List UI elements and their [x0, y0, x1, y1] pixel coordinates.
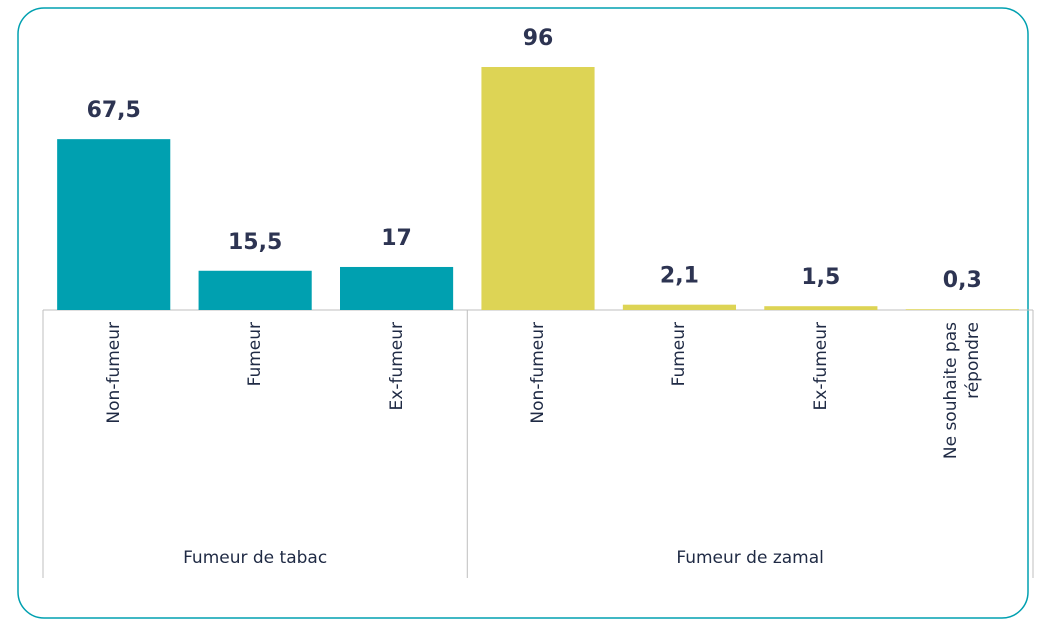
- value-label: 2,1: [660, 264, 699, 289]
- x-tick-label: Non-fumeur: [528, 322, 548, 424]
- bar: [622, 304, 736, 310]
- x-tick-label: Ex-fumeur: [810, 322, 831, 411]
- value-label: 0,3: [943, 268, 982, 293]
- bar: [764, 306, 878, 310]
- group-label: Fumeur de zamal: [676, 548, 824, 568]
- x-tick-label: Fumeur: [245, 322, 266, 387]
- group-label: Fumeur de tabac: [183, 548, 327, 568]
- x-tick-label: Non-fumeur: [103, 322, 124, 424]
- value-label: 15,5: [228, 230, 282, 255]
- x-tick-label: Ne souhaite pas répondre: [941, 322, 984, 460]
- bar: [905, 309, 1019, 310]
- bar: [481, 67, 595, 310]
- value-label: 96: [523, 26, 554, 51]
- x-tick-label: Ex-fumeur: [386, 322, 407, 411]
- value-label: 17: [381, 226, 412, 251]
- bar: [57, 139, 171, 310]
- x-tick-label: Fumeur: [669, 322, 690, 387]
- bar: [340, 266, 454, 310]
- bar: [198, 270, 312, 310]
- value-label: 1,5: [801, 265, 840, 290]
- frame: [17, 7, 1029, 619]
- value-label: 67,5: [87, 98, 141, 123]
